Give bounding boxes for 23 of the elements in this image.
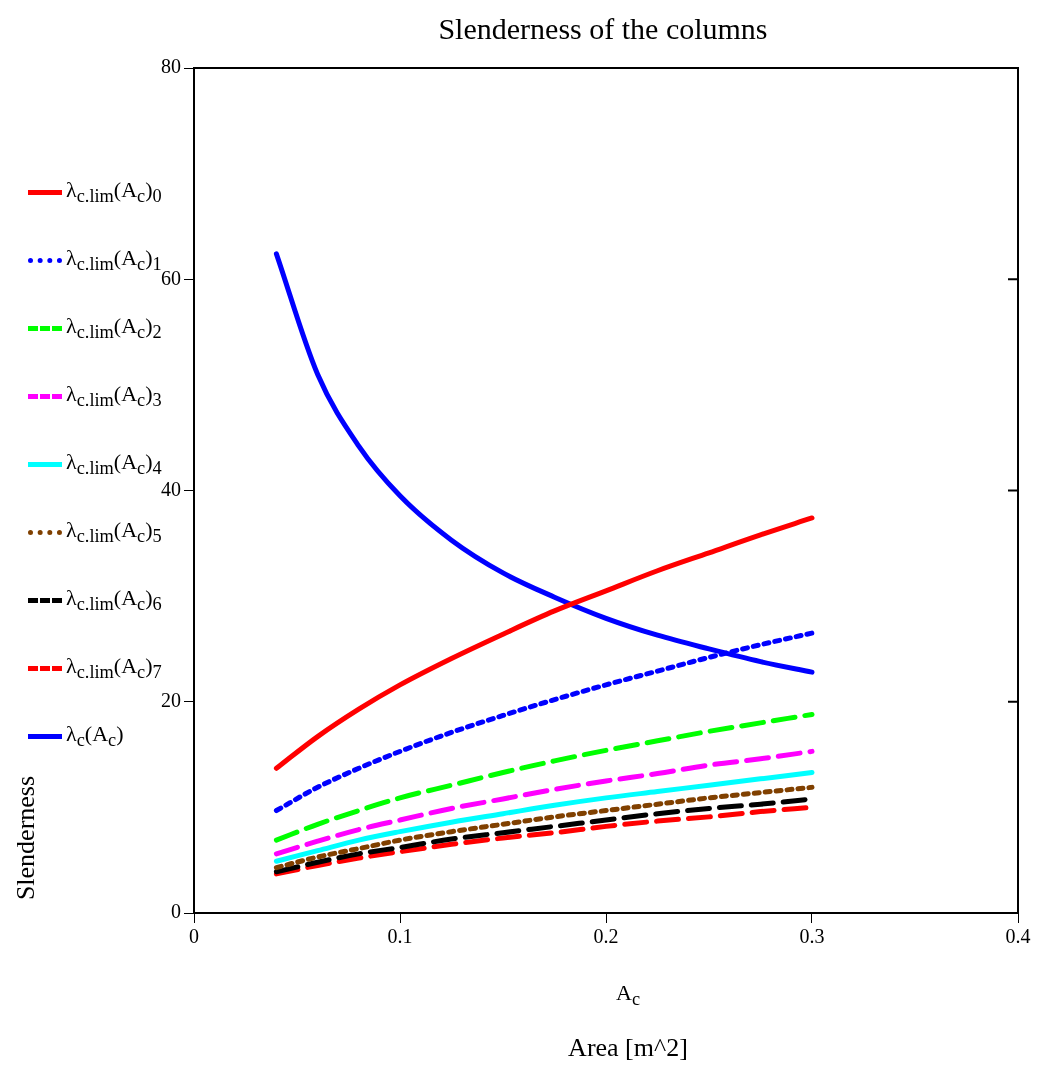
x-axis-title: A$_{c}$	[615, 980, 641, 1011]
y-tick-label: 60	[161, 266, 181, 289]
legend-label: λ$_{c}$(A$_{c}$)	[66, 720, 124, 752]
legend-label: λ$_{c.lim}$(A$_{c}$)$_{3}$	[66, 380, 162, 412]
legend-label: λ$_{c.lim}$(A$_{c}$)$_{4}$	[66, 448, 162, 480]
legend-label: λ$_{c.lim}$(A$_{c}$)$_{7}$	[66, 652, 162, 684]
x-tick-label: 0.3	[799, 925, 825, 948]
y-tick-label: 40	[161, 477, 181, 500]
y-tick-label: 0	[171, 900, 181, 923]
x-tick-label: 0.2	[593, 925, 619, 948]
y-tick-label: 20	[161, 689, 181, 711]
legend-label: λ$_{c.lim}$(A$_{c}$)$_{2}$	[66, 312, 162, 344]
x-tick-label: 0.1	[387, 925, 413, 948]
legend-label: λ$_{c.lim}$(A$_{c}$)$_{1}$	[66, 244, 162, 276]
x-tick-label: 0.4	[1005, 925, 1031, 948]
y-tick-label: 80	[161, 55, 181, 78]
legend-label: λ$_{c.lim}$(A$_{c}$)$_{6}$	[66, 584, 162, 616]
chart-title: Slenderness of the columns	[437, 12, 769, 46]
legend-label: λ$_{c.lim}$(A$_{c}$)$_{5}$	[66, 516, 162, 548]
x-tick-label: 0	[189, 925, 199, 948]
y-axis-title: Slenderness	[11, 775, 41, 901]
text: Area [m^2]	[567, 1033, 689, 1063]
legend-label: λ$_{c.lim}$(A$_{c}$)$_{0}$	[66, 176, 162, 208]
